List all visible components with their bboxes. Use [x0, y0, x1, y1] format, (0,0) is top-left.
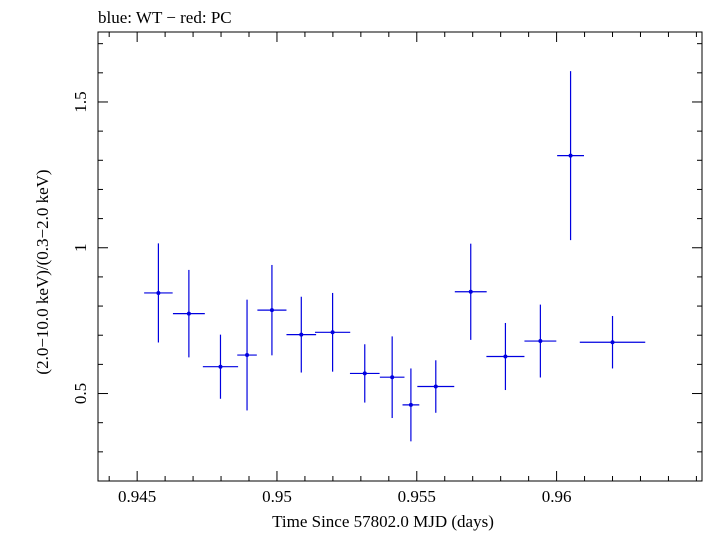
data-point: [299, 332, 304, 337]
data-point: [610, 340, 615, 345]
y-axis-label: (2.0−10.0 keV)/(0.3−2.0 keV): [33, 169, 52, 374]
data-point: [156, 290, 161, 295]
data-point: [186, 311, 191, 316]
y-tick-label: 1: [71, 244, 90, 253]
data-point: [330, 330, 335, 335]
data-point: [468, 289, 473, 294]
data-point: [433, 384, 438, 389]
x-tick-label: 0.945: [118, 487, 156, 506]
data-point: [218, 364, 223, 369]
data-points: [144, 71, 646, 442]
y-tick-label: 0.5: [71, 383, 90, 404]
data-point: [568, 153, 573, 158]
y-axis-ticks: 0.5 1 1.5: [71, 43, 702, 482]
data-point: [408, 402, 413, 407]
x-tick-label: 0.96: [542, 487, 572, 506]
x-tick-label: 0.955: [398, 487, 436, 506]
data-point: [362, 371, 367, 376]
x-tick-label: 0.95: [262, 487, 292, 506]
x-axis-label: Time Since 57802.0 MJD (days): [272, 512, 494, 531]
data-point: [245, 353, 250, 358]
data-point: [503, 354, 508, 359]
data-point: [390, 375, 395, 380]
data-point: [538, 339, 543, 344]
x-axis-ticks: 0.945 0.95 0.955 0.96: [108, 32, 697, 506]
plot-frame: [97, 31, 703, 482]
chart-title: blue: WT − red: PC: [98, 8, 232, 27]
data-point: [269, 308, 274, 313]
y-tick-label: 1.5: [71, 91, 90, 112]
